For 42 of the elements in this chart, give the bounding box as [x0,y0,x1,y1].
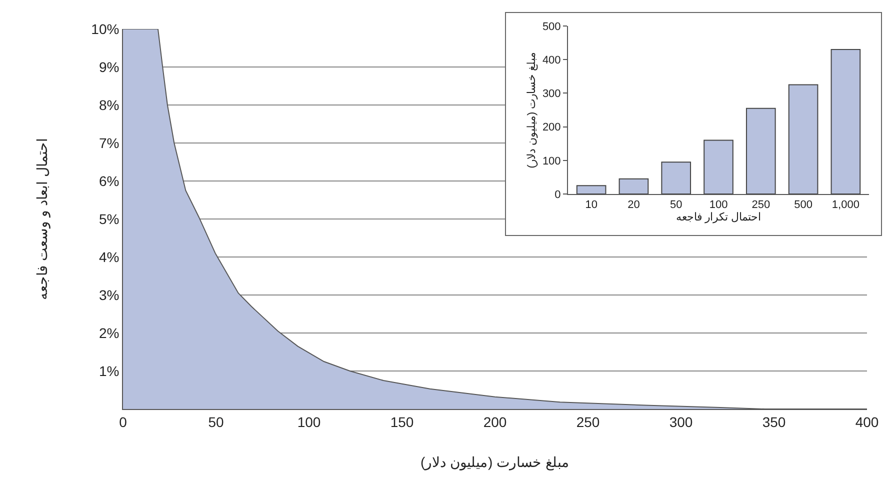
x-tick-label: 100 [297,414,321,430]
bar [746,108,776,194]
y-tick-label: 0 [554,188,561,201]
y-tick-label: 300 [542,88,561,100]
y-tick-label: 1% [98,362,120,379]
y-tick-label: 5% [98,210,120,227]
y-tick-label: 3% [98,286,120,303]
y-tick-label: 2% [98,324,120,341]
x-axis-title: مبلغ خسارت (میلیون دلار) [420,454,570,472]
y-axis-title: احتمال ابعاد و وسعت فاجعه [34,138,51,300]
x-tick-label: 20 [628,199,640,212]
x-tick-label: 1,000 [832,199,860,212]
x-tick-label: 50 [208,414,224,430]
y-tick-label: 100 [542,155,561,168]
y-tick-label: 9% [98,58,120,75]
y-tick-label: 400 [542,54,561,66]
x-tick-label: 50 [670,199,682,212]
y-tick-label: 10% [91,20,120,37]
bar [704,140,734,194]
x-tick-label: 500 [794,199,812,212]
x-tick-label: 150 [390,414,414,430]
x-tick-label: 10 [585,199,598,212]
bar [618,178,649,194]
x-axis-title: احتمال تکرار فاجعه [676,211,762,224]
x-tick-label: 300 [669,414,693,430]
y-axis-title: مبلغ خسارت (میلیون دلار) [526,52,538,168]
y-tick-label: 500 [542,20,561,33]
x-tick-label: 250 [752,199,770,212]
x-tick-label: 350 [762,414,786,430]
x-tick-label: 250 [576,414,600,430]
y-tick-label: 6% [98,172,120,189]
x-tick-label: 100 [709,199,728,212]
x-tick-label: 200 [483,414,507,430]
bar [830,49,861,194]
bar [576,185,606,194]
y-tick-label: 200 [542,122,561,134]
y-tick-label: 7% [98,134,120,151]
y-tick-label: 8% [98,96,120,113]
y-tick-label: 4% [98,248,120,265]
bar [788,84,818,194]
x-tick-label: 400 [855,414,879,430]
bar [661,162,692,194]
